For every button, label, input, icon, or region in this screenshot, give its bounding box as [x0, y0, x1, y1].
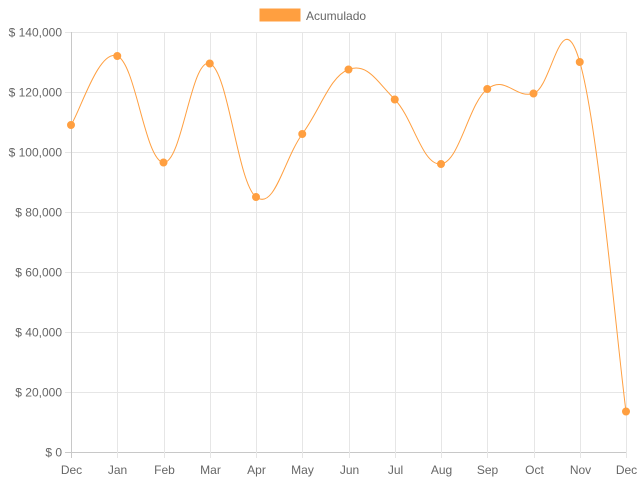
y-tick-label: $ 140,000	[9, 26, 63, 40]
data-point[interactable]	[205, 59, 214, 68]
y-tick-label: $ 80,000	[15, 206, 62, 220]
data-point[interactable]	[67, 121, 75, 129]
x-tick-label: Dec	[61, 463, 82, 477]
data-point[interactable]	[483, 85, 492, 93]
data-point[interactable]	[252, 193, 260, 201]
data-point[interactable]	[437, 160, 445, 168]
x-tick-label: Apr	[247, 463, 266, 477]
grid-layer	[65, 32, 627, 458]
data-point[interactable]	[298, 130, 307, 138]
x-tick-label: Nov	[570, 463, 591, 477]
legend[interactable]: Acumulado	[259, 8, 366, 23]
x-tick-label: Feb	[154, 463, 175, 477]
series-layer	[67, 38, 630, 416]
y-tick-label: $ 20,000	[15, 386, 62, 400]
x-tick-label: Mar	[200, 463, 221, 477]
x-tick-label: Jun	[340, 463, 359, 477]
y-tick-label: $ 120,000	[9, 86, 63, 100]
series-line-acumulado	[70, 38, 627, 412]
legend-label-acumulado[interactable]: Acumulado	[306, 9, 366, 23]
data-point[interactable]	[622, 407, 630, 416]
x-tick-label: Jan	[108, 463, 127, 477]
legend-swatch[interactable]	[259, 8, 301, 22]
data-point[interactable]	[575, 58, 584, 66]
y-tick-label: $ 100,000	[9, 146, 63, 160]
data-point[interactable]	[159, 158, 168, 167]
y-tick-label: $ 60,000	[15, 266, 62, 280]
data-point[interactable]	[113, 52, 122, 60]
y-tick-label: $ 0	[45, 446, 62, 460]
y-tick-label: $ 40,000	[15, 326, 62, 340]
data-point[interactable]	[529, 89, 538, 98]
data-point[interactable]	[390, 95, 399, 104]
axis-layer: $ 0 $ 20,000 $ 40,000 $ 60,000 $ 80,000 $ 100…	[9, 26, 638, 478]
x-tick-label: Jul	[388, 463, 403, 477]
x-tick-label: May	[291, 463, 314, 477]
x-tick-label: Aug	[431, 463, 452, 477]
data-point[interactable]	[344, 65, 353, 74]
x-tick-label: Oct	[525, 463, 544, 477]
x-tick-label: Sep	[477, 463, 499, 477]
x-tick-label: Dec	[616, 463, 637, 477]
